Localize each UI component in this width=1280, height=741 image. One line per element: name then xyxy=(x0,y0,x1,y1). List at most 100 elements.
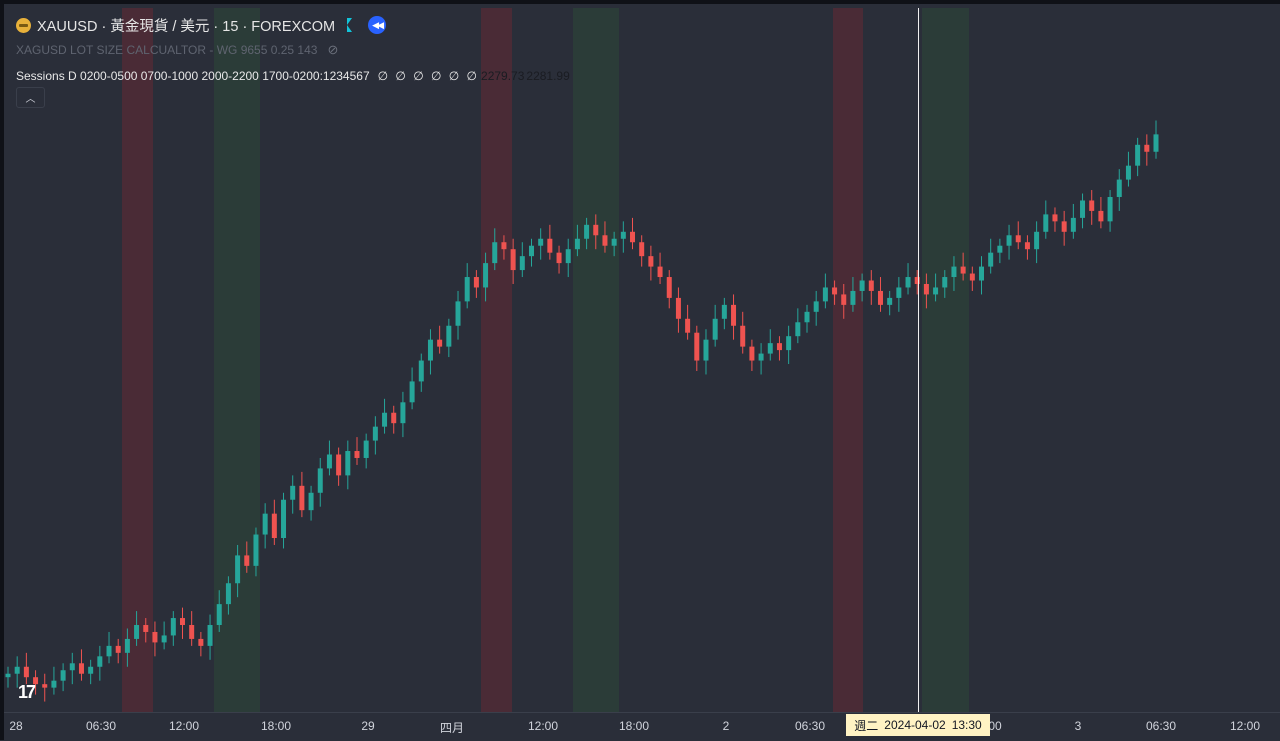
indicator-label[interactable]: XAGUSD LOT SIZE CALCUALTOR - WG 9655 0.2… xyxy=(16,43,318,57)
candle xyxy=(290,475,296,514)
crosshair-day: 週二 xyxy=(854,718,879,733)
candle-body xyxy=(235,555,241,584)
time-tick: 12:00 xyxy=(168,719,200,733)
candle xyxy=(1153,120,1159,159)
candle-body xyxy=(244,555,250,566)
candle-body xyxy=(143,625,149,632)
candle-body xyxy=(106,645,112,657)
candle-body xyxy=(152,631,158,643)
symbol-row[interactable]: XAUUSD · 黃金現貨 / 美元 · 15 · FOREXCOM ◀◀ xyxy=(16,14,570,36)
candle xyxy=(896,277,902,312)
time-tick: 四月 xyxy=(439,721,465,735)
candle xyxy=(1034,221,1040,264)
candle xyxy=(60,663,66,692)
price-chart[interactable] xyxy=(0,0,1280,712)
flag-icon[interactable] xyxy=(347,18,353,32)
candle xyxy=(1125,151,1131,187)
candle-body xyxy=(326,454,332,469)
candle-body xyxy=(813,301,819,312)
candle xyxy=(969,266,975,291)
session-band-red xyxy=(833,8,863,712)
candle-body xyxy=(345,451,351,476)
session-value-2: 2281.99 xyxy=(526,69,570,83)
candle-body xyxy=(776,343,782,351)
time-tick: 12:00 xyxy=(527,719,559,733)
candle xyxy=(5,666,11,688)
candle-body xyxy=(703,339,709,361)
candle-body xyxy=(593,224,599,236)
candle-body xyxy=(565,249,571,264)
window-frame-top xyxy=(0,0,1280,4)
sessions-row[interactable]: Sessions D 0200-0500 0700-1000 2000-2200… xyxy=(16,66,570,86)
candle-body xyxy=(5,673,11,678)
candle xyxy=(1043,200,1049,239)
candle-body xyxy=(905,277,911,288)
tradingview-logo-icon[interactable]: 17 xyxy=(18,682,36,702)
candle xyxy=(69,652,75,685)
candle xyxy=(124,628,130,667)
candle-body xyxy=(1080,200,1086,218)
sessions-label[interactable]: Sessions D 0200-0500 0700-1000 2000-2200… xyxy=(16,69,370,83)
candle-body xyxy=(933,287,939,295)
candle-body xyxy=(822,287,828,302)
replay-icon[interactable]: ◀◀ xyxy=(368,16,387,34)
candle-body xyxy=(427,339,433,361)
candle xyxy=(510,238,516,284)
candle xyxy=(437,325,443,354)
candle xyxy=(1052,207,1058,232)
window-frame-left xyxy=(0,0,4,740)
candle-body xyxy=(1015,235,1021,243)
candle-body xyxy=(216,604,222,626)
candle xyxy=(620,221,626,253)
candle-body xyxy=(134,625,140,639)
candle-body xyxy=(42,684,48,688)
candle-body xyxy=(914,277,920,284)
candle-body xyxy=(501,242,507,250)
candle-body xyxy=(620,231,626,239)
candle xyxy=(712,304,718,347)
time-axis[interactable]: 28 06:30 12:00 18:00 29 四月 12:00 18:00 2… xyxy=(0,712,1280,741)
session-band-green xyxy=(573,8,619,712)
time-tick: 06:30 xyxy=(85,719,117,733)
candle xyxy=(666,270,672,309)
candle-body xyxy=(483,263,489,288)
time-tick: 2 xyxy=(722,719,730,733)
candle xyxy=(492,228,498,271)
candle xyxy=(786,325,792,365)
candle-body xyxy=(299,485,305,511)
candle-body xyxy=(437,339,443,347)
candle-body xyxy=(611,238,617,246)
candle-body xyxy=(979,266,985,281)
candle xyxy=(170,611,176,646)
candle xyxy=(914,270,920,295)
indicator-row[interactable]: XAGUSD LOT SIZE CALCUALTOR - WG 9655 0.2… xyxy=(16,40,570,60)
collapse-legend-button[interactable]: ︿ xyxy=(16,87,45,108)
candle xyxy=(776,336,782,361)
candle xyxy=(1061,210,1067,246)
time-tick: 00 xyxy=(988,719,1002,733)
candle-body xyxy=(767,343,773,354)
candle-body xyxy=(988,252,994,267)
eye-off-icon[interactable]: ⊘ xyxy=(327,42,339,57)
session-value-1: 2279.73 xyxy=(481,69,525,83)
candle-body xyxy=(666,277,672,298)
candle-body xyxy=(997,245,1003,253)
candle xyxy=(611,231,617,257)
candle xyxy=(584,217,590,250)
time-tick: 12:00 xyxy=(1229,719,1261,733)
candle-body xyxy=(510,249,516,271)
candle-body xyxy=(271,513,277,539)
candle-body xyxy=(675,297,681,319)
candle xyxy=(721,297,727,330)
candle-body xyxy=(685,318,691,333)
candle-body xyxy=(170,618,176,636)
candle-body xyxy=(1052,214,1058,222)
session-band-red xyxy=(122,8,153,712)
candle-body xyxy=(859,280,865,291)
candle-body xyxy=(1135,144,1141,166)
symbol-title[interactable]: XAUUSD · 黃金現貨 / 美元 · 15 · FOREXCOM xyxy=(37,18,336,35)
candle xyxy=(933,273,939,302)
candle xyxy=(473,270,479,298)
candle xyxy=(400,391,406,438)
